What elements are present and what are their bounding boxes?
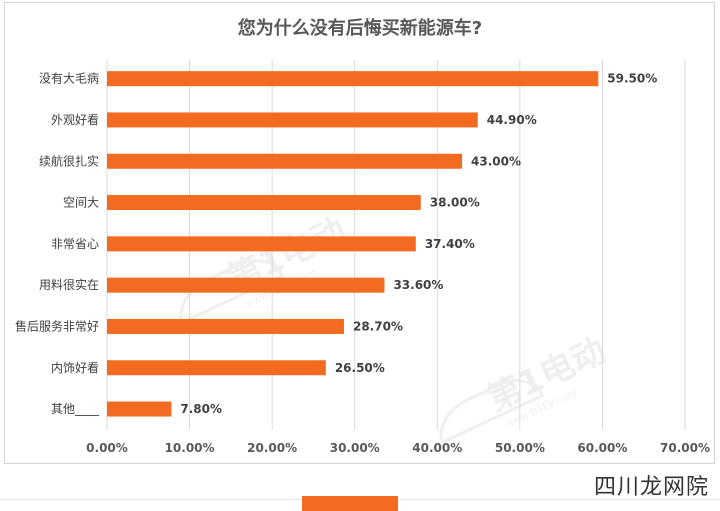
x-tick-label: 50.00% [495, 441, 545, 455]
value-label: 7.80% [180, 402, 222, 416]
value-label: 44.90% [487, 113, 537, 127]
x-tick-label: 40.00% [412, 441, 462, 455]
x-tick-label: 10.00% [165, 441, 215, 455]
bar [107, 71, 599, 87]
x-tick-label: 20.00% [247, 441, 297, 455]
value-label: 38.00% [430, 196, 480, 210]
x-tick-label: 70.00% [660, 441, 710, 455]
category-label: 空间大 [63, 196, 99, 210]
category-label: 续航很扎实 [39, 153, 99, 168]
value-label: 33.60% [393, 278, 443, 292]
category-labels: 没有大毛病外观好看续航很扎实空间大非常省心用料很实在售后服务非常好内饰好看其他_… [15, 71, 100, 416]
x-tick-label: 60.00% [577, 441, 627, 455]
x-tick-label: 0.00% [86, 441, 128, 455]
value-label: 59.50% [607, 72, 657, 86]
bar [107, 360, 326, 376]
value-labels: 59.50% 44.90% 43.00% 38.00% 37.40% 33.60% 28.7… [180, 72, 657, 416]
value-label: 37.40% [425, 237, 475, 251]
bar [107, 401, 172, 417]
category-label: 其他____ [51, 402, 100, 416]
bar [107, 236, 416, 252]
category-label: 内饰好看 [51, 361, 99, 375]
bar [107, 112, 478, 128]
car-icon [179, 259, 285, 325]
value-label: 43.00% [471, 154, 521, 168]
category-label: 没有大毛病 [39, 71, 99, 86]
bar [107, 318, 344, 334]
bar [107, 195, 421, 211]
bars [107, 71, 599, 417]
chart-title: 您为什么没有后悔买新能源车? [237, 18, 483, 39]
value-label: 26.50% [335, 361, 385, 375]
x-tick-label: 30.00% [330, 441, 380, 455]
footer-site-text: 四川龙网院 [594, 475, 710, 500]
x-tick-labels: 0.00% 10.00% 20.00% 30.00% 40.00% 50.00% 60.00… [86, 441, 710, 455]
bottom-accent-tab [302, 496, 398, 511]
category-label: 外观好看 [51, 113, 99, 127]
category-label: 用料很实在 [39, 277, 99, 292]
category-label: 非常省心 [51, 237, 99, 251]
value-label: 28.70% [353, 319, 403, 333]
bar [107, 277, 385, 293]
category-label: 售后服务非常好 [15, 318, 99, 333]
car-icon [439, 379, 545, 445]
bar [107, 153, 463, 169]
